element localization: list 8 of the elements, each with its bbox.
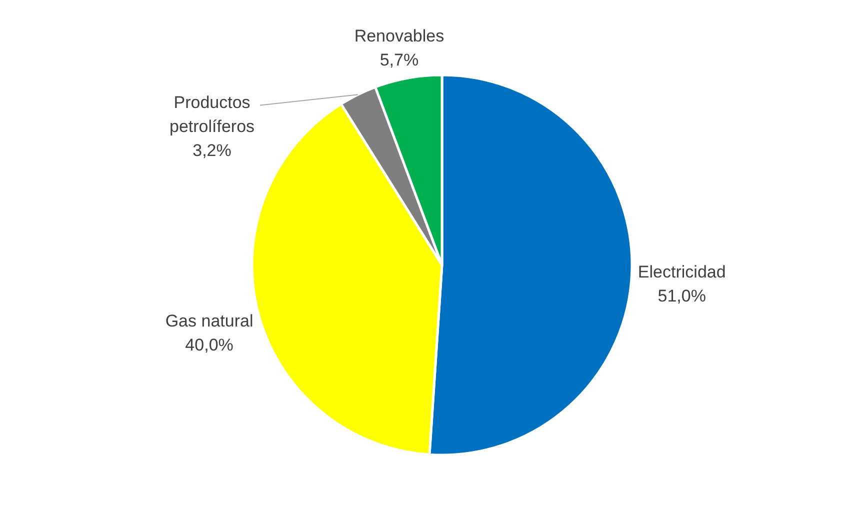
data-label: 51,0% (658, 286, 706, 306)
data-label: 5,7% (380, 50, 419, 70)
slice-label: Renovables (354, 26, 444, 46)
data-label: 40,0% (185, 336, 234, 355)
slice-label: Gas natural (165, 312, 254, 331)
slice-label: Productos petrolíferos (169, 93, 255, 136)
slice-label: Electricidad (638, 262, 726, 282)
data-label: 3,2% (192, 141, 232, 160)
